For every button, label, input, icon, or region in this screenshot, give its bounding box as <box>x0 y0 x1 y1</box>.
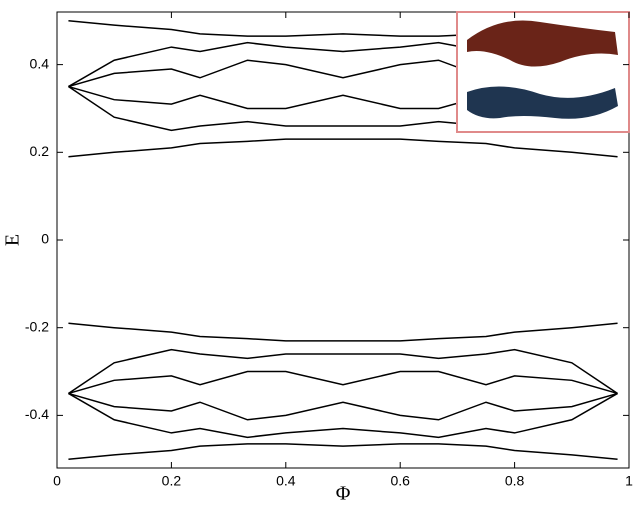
x-tick-label: 0.8 <box>505 473 525 489</box>
x-axis-label: Φ <box>336 483 351 505</box>
x-tick-label: 0.6 <box>390 473 410 489</box>
spectrum-line <box>68 443 618 460</box>
x-tick-label: 0.2 <box>162 473 182 489</box>
y-tick-label: 0.4 <box>30 55 50 71</box>
y-tick-label: -0.4 <box>25 406 49 422</box>
spectrum-line <box>68 392 618 421</box>
inset <box>456 11 630 133</box>
y-axis-label: E <box>2 234 24 246</box>
x-tick-label: 0.4 <box>276 473 296 489</box>
spectrum-line <box>68 348 618 395</box>
spectrum-line <box>68 138 618 158</box>
x-tick-label: 1 <box>625 473 633 489</box>
spectrum-line <box>68 322 618 342</box>
x-tick-label: 0 <box>53 473 61 489</box>
inset-surface-upper <box>467 20 618 67</box>
y-tick-label: -0.2 <box>25 318 49 334</box>
spectrum-line <box>68 370 618 395</box>
inset-surface-lower <box>467 86 618 119</box>
y-tick-label: 0 <box>41 231 49 247</box>
y-tick-label: 0.2 <box>30 143 50 159</box>
spectrum-line <box>68 392 618 439</box>
